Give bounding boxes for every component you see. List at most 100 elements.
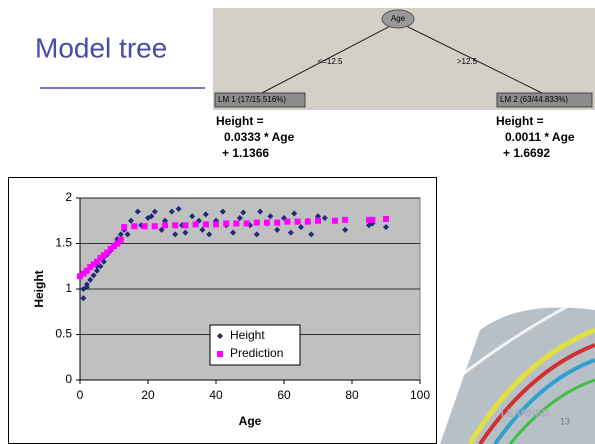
point (308, 231, 315, 238)
point (366, 216, 372, 223)
point (298, 224, 304, 231)
legend-label: Prediction (230, 346, 283, 360)
point (202, 211, 209, 218)
point (117, 236, 124, 243)
point (124, 231, 131, 238)
point (315, 213, 321, 220)
tree-leaf-label: LM 2 (63/44.833%) (500, 95, 568, 104)
legend-box (209, 324, 301, 366)
equation-line: + 1.6692 (503, 146, 550, 160)
point (233, 220, 240, 227)
point (315, 217, 321, 224)
point (94, 267, 100, 274)
point (332, 217, 338, 224)
slide-number: 13 (560, 416, 570, 426)
tree-root-label: Age (391, 14, 406, 23)
point (80, 295, 87, 302)
point (230, 229, 236, 236)
y-tick-label: 2 (65, 190, 72, 204)
point (274, 219, 281, 226)
point (97, 255, 104, 262)
point (284, 218, 291, 225)
point (287, 229, 294, 236)
point (253, 219, 260, 226)
point (291, 210, 298, 217)
point (294, 218, 301, 225)
x-tick-label: 0 (77, 388, 84, 402)
y-axis-label: Height (32, 270, 46, 307)
equation-line: 0.0333 * Age (224, 130, 295, 144)
y-tick-label: 1.5 (55, 236, 72, 250)
point (114, 240, 121, 247)
point (321, 215, 328, 222)
point (90, 272, 97, 279)
point (83, 267, 90, 274)
point (189, 213, 196, 220)
tree: Age <=12.5 >12.5 LM 1 (17/15.516%) LM 2 … (213, 8, 595, 110)
tree-edge-line (397, 21, 545, 95)
x-tick-label: 80 (345, 388, 359, 402)
point (264, 219, 270, 226)
point (219, 208, 226, 215)
point (383, 215, 389, 222)
point (304, 218, 311, 225)
point (253, 231, 260, 238)
point (162, 217, 168, 224)
equation-line: 0.0011 * Age (505, 130, 575, 144)
point (162, 222, 168, 229)
point (87, 276, 94, 283)
point (182, 222, 189, 229)
point (134, 208, 141, 215)
leaf-equations: Height = 0.0333 * Age + 1.1366 Height = … (216, 114, 575, 160)
point (206, 231, 213, 238)
point (128, 217, 134, 224)
tree-leaf-label: LM 1 (17/15.516%) (218, 95, 286, 104)
point (172, 231, 179, 238)
point (168, 208, 175, 215)
point (77, 273, 83, 280)
point (267, 213, 274, 220)
point (100, 252, 107, 259)
point (141, 223, 148, 230)
point (151, 223, 158, 230)
point (83, 281, 90, 288)
point (240, 209, 247, 216)
point (192, 221, 199, 228)
y-tick-label: 0 (65, 372, 72, 386)
point (342, 226, 349, 233)
point (182, 229, 189, 236)
y-tick-label: 1 (65, 281, 72, 295)
point (90, 261, 97, 268)
point (202, 221, 209, 228)
x-axis-label: Age (239, 414, 262, 428)
point (158, 226, 165, 233)
equation-line: Height = (496, 114, 544, 128)
point (131, 223, 138, 230)
point (369, 216, 376, 223)
point (87, 264, 94, 271)
tree-leaf-node (496, 92, 593, 108)
point (104, 249, 111, 256)
point (274, 226, 281, 233)
point (213, 221, 219, 228)
point (151, 208, 158, 215)
equation-line: Height = (216, 114, 264, 128)
point (342, 216, 349, 223)
tree-edge-label: <=12.5 (318, 57, 343, 66)
equation-line: + 1.1366 (222, 146, 269, 160)
point (80, 270, 87, 277)
tree-root-node (381, 9, 415, 29)
legend-marker (217, 351, 223, 357)
y-tick-label: 0.5 (55, 327, 72, 341)
legend-marker (217, 333, 223, 339)
tree-leaf-node (214, 92, 306, 108)
point (94, 258, 100, 265)
point (117, 231, 124, 238)
point (121, 224, 128, 231)
point (175, 205, 182, 212)
point (257, 208, 264, 215)
point (97, 263, 104, 270)
